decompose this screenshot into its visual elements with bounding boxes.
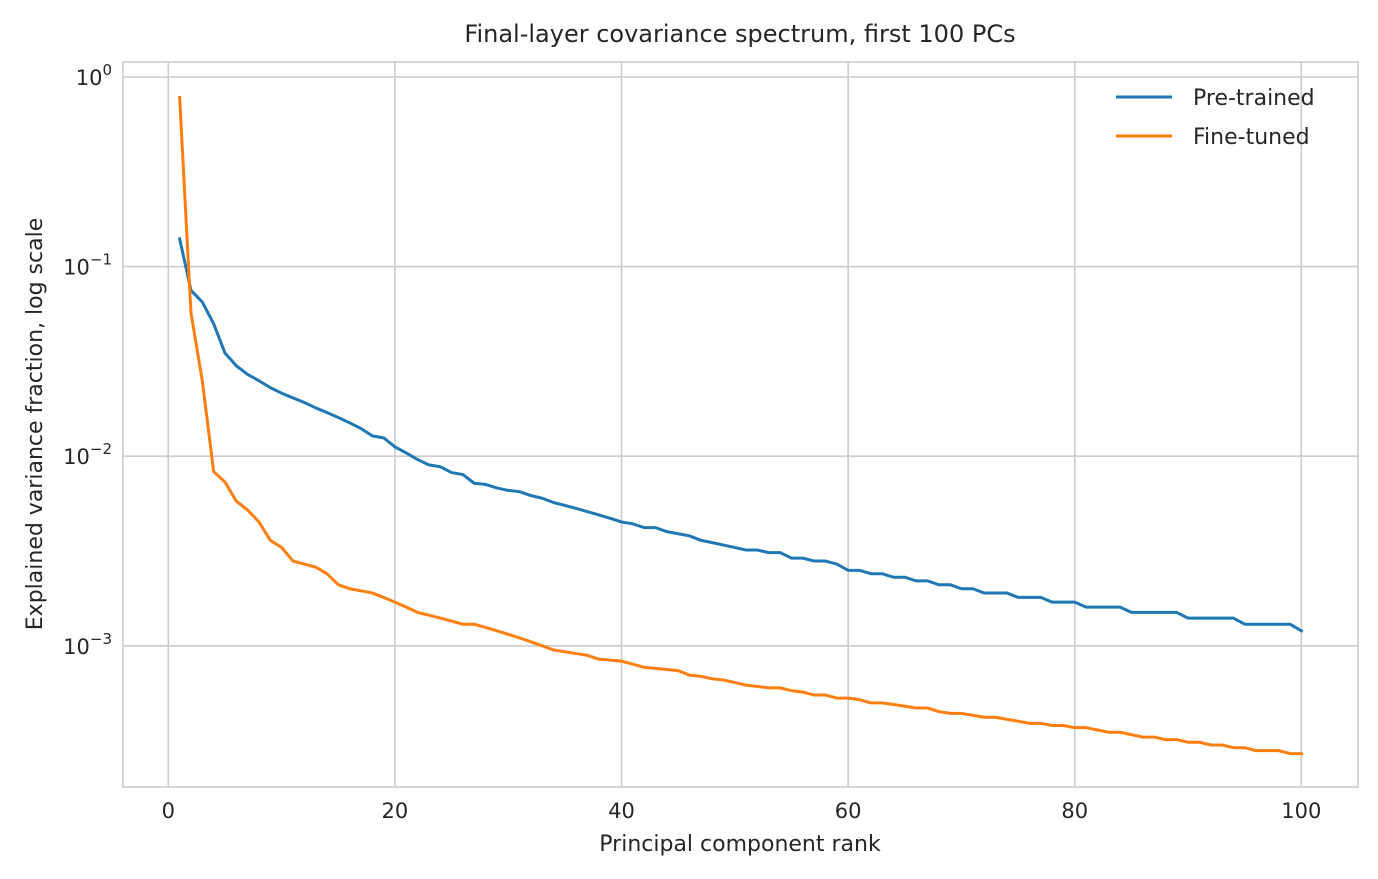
tick-labels: 0 20 40 60 80 100 10−3 10−2 10−1 100 xyxy=(63,61,1321,823)
legend-label-fine-tuned: Fine-tuned xyxy=(1193,125,1310,150)
grid xyxy=(123,62,1358,787)
x-tick-label: 20 xyxy=(382,799,409,823)
series-line-fine-tuned xyxy=(178,95,1303,756)
chart-title: Final-layer covariance spectrum, first 1… xyxy=(464,20,1015,48)
x-tick-label: 80 xyxy=(1061,799,1088,823)
y-axis-label: Explained variance fraction, log scale xyxy=(23,218,48,630)
plot-frame xyxy=(122,61,1359,788)
x-tick-label: 60 xyxy=(835,799,862,823)
legend: Pre-trained Fine-tuned xyxy=(1116,86,1315,150)
y-tick-label: 100 xyxy=(76,61,112,90)
series-line-pre-trained xyxy=(177,237,1304,633)
x-tick-label: 100 xyxy=(1281,799,1321,823)
x-tick-label: 0 xyxy=(162,799,175,823)
x-tick-label: 40 xyxy=(608,799,635,823)
x-axis-label: Principal component rank xyxy=(599,832,881,857)
y-tick-label: 10−3 xyxy=(63,630,112,659)
series-layer xyxy=(177,95,1304,756)
y-tick-label: 10−2 xyxy=(63,440,112,469)
y-tick-label: 10−1 xyxy=(63,251,112,280)
legend-label-pre-trained: Pre-trained xyxy=(1193,86,1315,111)
